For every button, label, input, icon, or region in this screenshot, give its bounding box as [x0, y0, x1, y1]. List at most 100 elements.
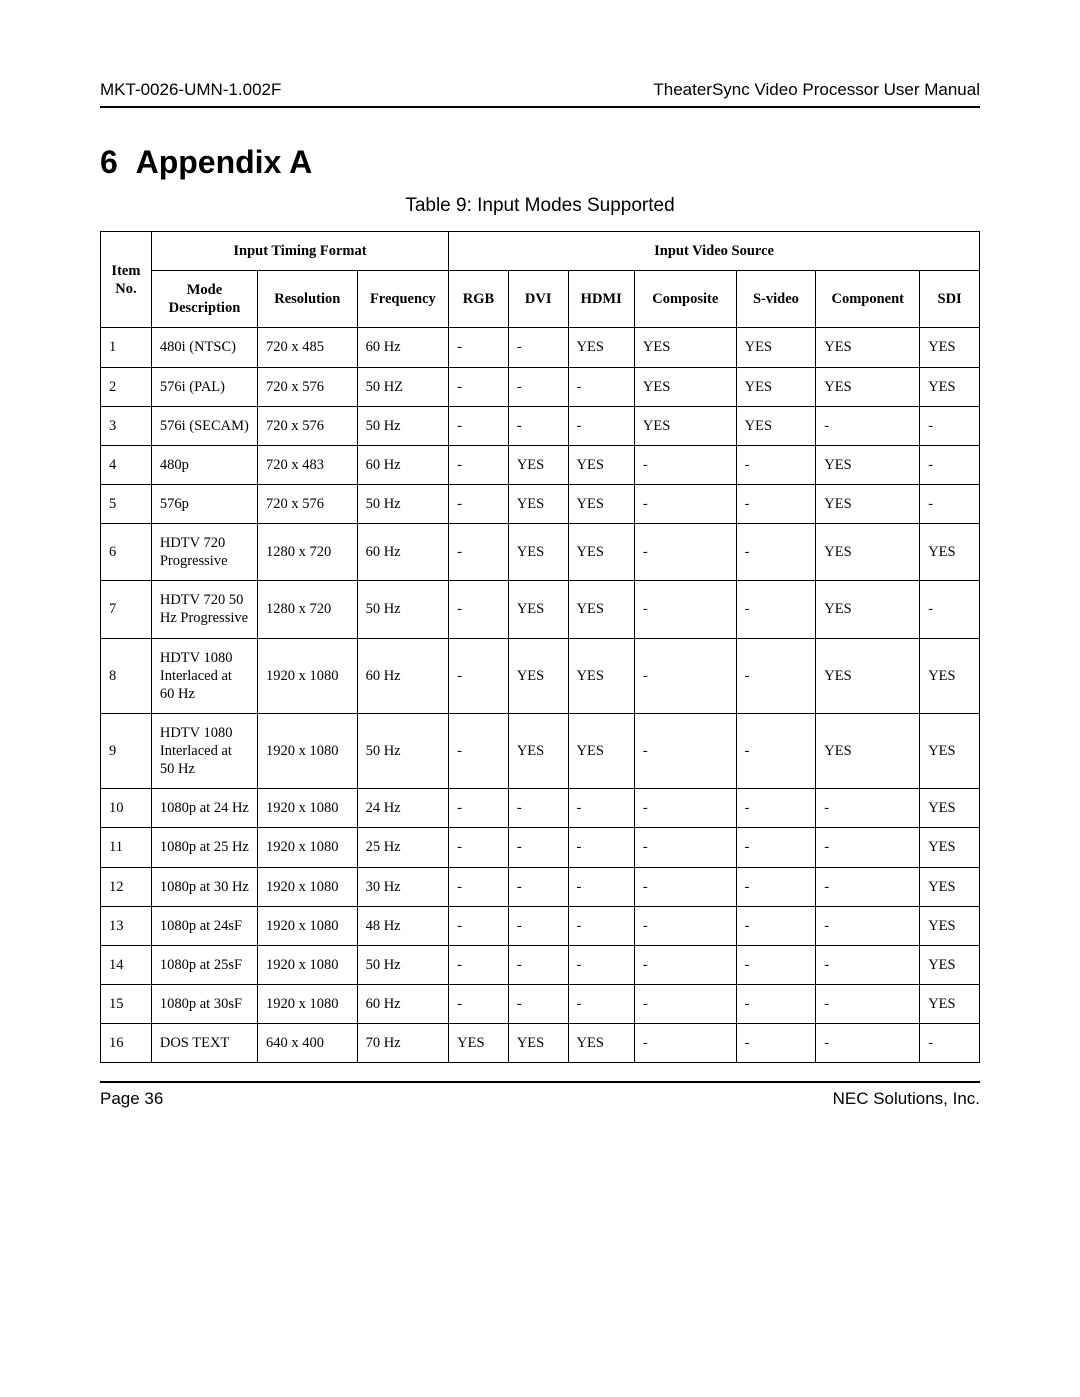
cell-frequency: 60 Hz [357, 984, 449, 1023]
cell-sdi: YES [920, 713, 980, 788]
cell-svideo: YES [736, 367, 816, 406]
table-row: 16DOS TEXT640 x 40070 HzYESYESYES---- [101, 1024, 980, 1063]
cell-component: YES [816, 581, 920, 638]
cell-sdi: - [920, 1024, 980, 1063]
cell-sdi: YES [920, 906, 980, 945]
cell-dvi: - [508, 367, 568, 406]
cell-sdi: YES [920, 945, 980, 984]
cell-mode-desc: HDTV 1080 Interlaced at 60 Hz [151, 638, 257, 713]
cell-resolution: 1920 x 1080 [258, 984, 358, 1023]
cell-composite: - [634, 1024, 736, 1063]
col-resolution: Resolution [258, 271, 358, 328]
section-title-text: Appendix A [136, 144, 313, 180]
cell-resolution: 720 x 483 [258, 445, 358, 484]
cell-dvi: - [508, 789, 568, 828]
cell-hdmi: - [568, 406, 634, 445]
cell-composite: - [634, 828, 736, 867]
cell-mode-desc: HDTV 720 50 Hz Progressive [151, 581, 257, 638]
cell-mode-desc: 1080p at 30 Hz [151, 867, 257, 906]
cell-dvi: - [508, 945, 568, 984]
col-rgb: RGB [449, 271, 509, 328]
cell-frequency: 48 Hz [357, 906, 449, 945]
col-mode-desc: Mode Description [151, 271, 257, 328]
cell-rgb: - [449, 524, 509, 581]
table-caption: Table 9: Input Modes Supported [100, 195, 980, 217]
cell-dvi: - [508, 984, 568, 1023]
page-footer: Page 36 NEC Solutions, Inc. [100, 1081, 980, 1109]
section-number: 6 [100, 144, 118, 180]
cell-rgb: - [449, 713, 509, 788]
cell-item-no: 9 [101, 713, 152, 788]
cell-svideo: - [736, 789, 816, 828]
table-row: 9HDTV 1080 Interlaced at 50 Hz1920 x 108… [101, 713, 980, 788]
cell-resolution: 1920 x 1080 [258, 789, 358, 828]
cell-resolution: 1280 x 720 [258, 524, 358, 581]
cell-component: - [816, 789, 920, 828]
cell-dvi: YES [508, 581, 568, 638]
company-name: NEC Solutions, Inc. [833, 1089, 980, 1109]
cell-resolution: 1920 x 1080 [258, 867, 358, 906]
cell-hdmi: YES [568, 524, 634, 581]
table-row: 3576i (SECAM)720 x 57650 Hz---YESYES-- [101, 406, 980, 445]
cell-rgb: - [449, 484, 509, 523]
cell-component: YES [816, 328, 920, 367]
cell-dvi: YES [508, 524, 568, 581]
cell-dvi: YES [508, 445, 568, 484]
cell-mode-desc: 576i (SECAM) [151, 406, 257, 445]
cell-sdi: YES [920, 984, 980, 1023]
cell-hdmi: YES [568, 484, 634, 523]
cell-rgb: - [449, 367, 509, 406]
cell-composite: - [634, 713, 736, 788]
cell-resolution: 1920 x 1080 [258, 713, 358, 788]
cell-component: - [816, 867, 920, 906]
cell-sdi: - [920, 484, 980, 523]
col-svideo: S-video [736, 271, 816, 328]
cell-dvi: - [508, 867, 568, 906]
col-frequency: Frequency [357, 271, 449, 328]
cell-frequency: 60 Hz [357, 638, 449, 713]
cell-sdi: YES [920, 789, 980, 828]
cell-mode-desc: 1080p at 25 Hz [151, 828, 257, 867]
cell-frequency: 24 Hz [357, 789, 449, 828]
cell-sdi: - [920, 581, 980, 638]
cell-mode-desc: 1080p at 30sF [151, 984, 257, 1023]
cell-frequency: 50 Hz [357, 945, 449, 984]
cell-mode-desc: 1080p at 24 Hz [151, 789, 257, 828]
cell-component: - [816, 984, 920, 1023]
cell-composite: - [634, 524, 736, 581]
cell-item-no: 6 [101, 524, 152, 581]
cell-frequency: 60 Hz [357, 524, 449, 581]
doc-id: MKT-0026-UMN-1.002F [100, 80, 281, 100]
cell-resolution: 720 x 576 [258, 367, 358, 406]
cell-rgb: - [449, 828, 509, 867]
cell-dvi: - [508, 406, 568, 445]
cell-item-no: 11 [101, 828, 152, 867]
cell-item-no: 14 [101, 945, 152, 984]
table-row: 4480p720 x 48360 Hz-YESYES--YES- [101, 445, 980, 484]
cell-composite: - [634, 581, 736, 638]
cell-component: - [816, 1024, 920, 1063]
cell-item-no: 8 [101, 638, 152, 713]
cell-resolution: 1280 x 720 [258, 581, 358, 638]
cell-item-no: 7 [101, 581, 152, 638]
input-modes-table: Item No. Input Timing Format Input Video… [100, 231, 980, 1063]
cell-svideo: - [736, 581, 816, 638]
cell-dvi: YES [508, 1024, 568, 1063]
cell-composite: - [634, 445, 736, 484]
table-row: 151080p at 30sF1920 x 108060 Hz------YES [101, 984, 980, 1023]
table-row: 1480i (NTSC)720 x 48560 Hz--YESYESYESYES… [101, 328, 980, 367]
cell-sdi: - [920, 406, 980, 445]
cell-sdi: YES [920, 828, 980, 867]
cell-composite: - [634, 945, 736, 984]
table-body: 1480i (NTSC)720 x 48560 Hz--YESYESYESYES… [101, 328, 980, 1063]
cell-frequency: 25 Hz [357, 828, 449, 867]
cell-component: YES [816, 638, 920, 713]
cell-hdmi: - [568, 789, 634, 828]
cell-rgb: - [449, 906, 509, 945]
cell-svideo: - [736, 713, 816, 788]
cell-component: - [816, 406, 920, 445]
cell-dvi: YES [508, 484, 568, 523]
cell-frequency: 50 Hz [357, 406, 449, 445]
cell-rgb: - [449, 789, 509, 828]
cell-sdi: - [920, 445, 980, 484]
